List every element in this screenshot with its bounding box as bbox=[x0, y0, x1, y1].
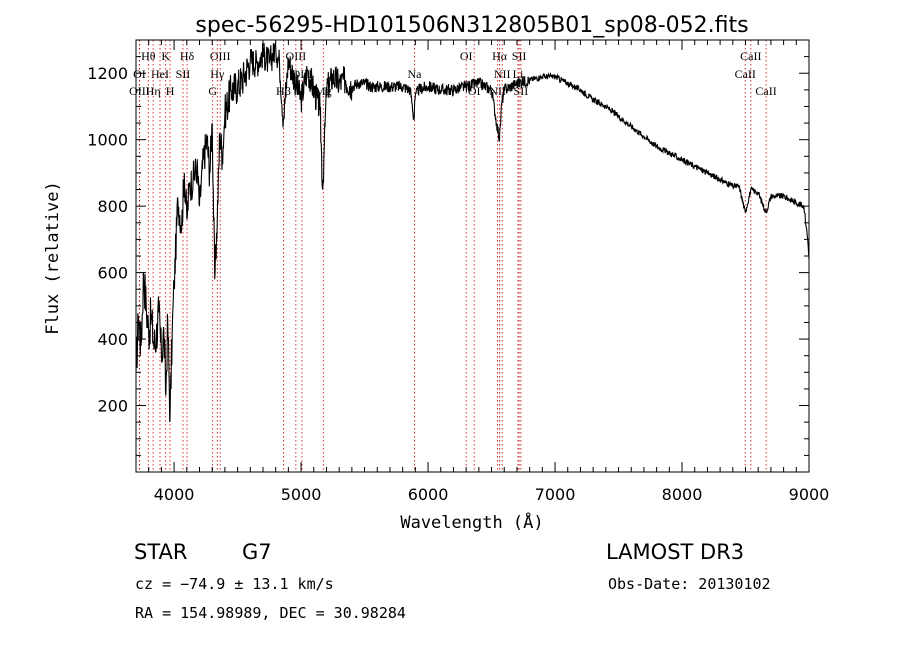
spectral-line-label: K bbox=[161, 49, 170, 63]
spectral-line-label: Li bbox=[513, 67, 524, 81]
spectral-line-label: Hγ bbox=[210, 67, 225, 81]
redshift-value: cz = −74.9 ± 13.1 km/s bbox=[135, 575, 334, 593]
y-tick-label: 800 bbox=[97, 197, 128, 216]
spectral-line-label: OIII bbox=[210, 49, 231, 63]
object-subclass: G7 bbox=[242, 540, 272, 564]
y-tick-label: 1000 bbox=[87, 131, 128, 150]
y-tick-label: 1200 bbox=[87, 64, 128, 83]
spectral-line-label: Hη bbox=[146, 84, 161, 98]
spectral-line-label: CaII bbox=[740, 49, 761, 63]
coordinates: RA = 154.98989, DEC = 30.98284 bbox=[135, 604, 406, 622]
spectral-line-label: Hδ bbox=[180, 49, 195, 63]
obs-date: Obs-Date: 20130102 bbox=[608, 575, 771, 593]
spectral-line-label: Hβ bbox=[276, 84, 291, 98]
x-tick-label: 7000 bbox=[535, 485, 576, 504]
y-tick-label: 600 bbox=[97, 264, 128, 283]
x-tick-label: 9000 bbox=[789, 485, 830, 504]
object-class: STAR bbox=[134, 540, 188, 564]
chart-title: spec-56295-HD101506N312805B01_sp08-052.f… bbox=[195, 13, 748, 38]
spectral-line-label: Na bbox=[407, 67, 422, 81]
spectral-line-label: H bbox=[166, 84, 175, 98]
x-tick-label: 8000 bbox=[662, 485, 703, 504]
spectral-line-label: SII bbox=[176, 67, 191, 81]
x-tick-label: 5000 bbox=[281, 485, 322, 504]
spectral-line-label: CaII bbox=[755, 84, 776, 98]
x-tick-label: 6000 bbox=[408, 485, 449, 504]
spectral-line-label: HeI bbox=[151, 67, 169, 81]
y-tick-label: 200 bbox=[97, 397, 128, 416]
x-tick-label: 4000 bbox=[154, 485, 195, 504]
spectral-line-label: NII bbox=[494, 67, 511, 81]
x-axis-label: Wavelength (Å) bbox=[400, 511, 543, 533]
spectral-line-label: SII bbox=[512, 49, 527, 63]
spectrum-series-line bbox=[135, 41, 810, 423]
survey-name: LAMOST DR3 bbox=[606, 540, 745, 564]
spectral-line-label: Hα bbox=[492, 49, 508, 63]
spectral-line-label: G bbox=[208, 84, 217, 98]
spectral-line-label: Hθ bbox=[141, 49, 156, 63]
spectral-line-label: OI bbox=[460, 49, 473, 63]
axis-ticks: 4000 5000 6000 7000 8000 9000 200 400 600 800 1000… bbox=[87, 39, 830, 504]
spectral-line-label: OIII bbox=[129, 84, 150, 98]
spectral-line-label: CaII bbox=[735, 67, 756, 81]
y-axis-label: Flux (relative) bbox=[43, 181, 63, 335]
plot-frame bbox=[135, 39, 810, 473]
y-tick-label: 400 bbox=[97, 330, 128, 349]
spectral-line-label: NII bbox=[489, 84, 506, 98]
